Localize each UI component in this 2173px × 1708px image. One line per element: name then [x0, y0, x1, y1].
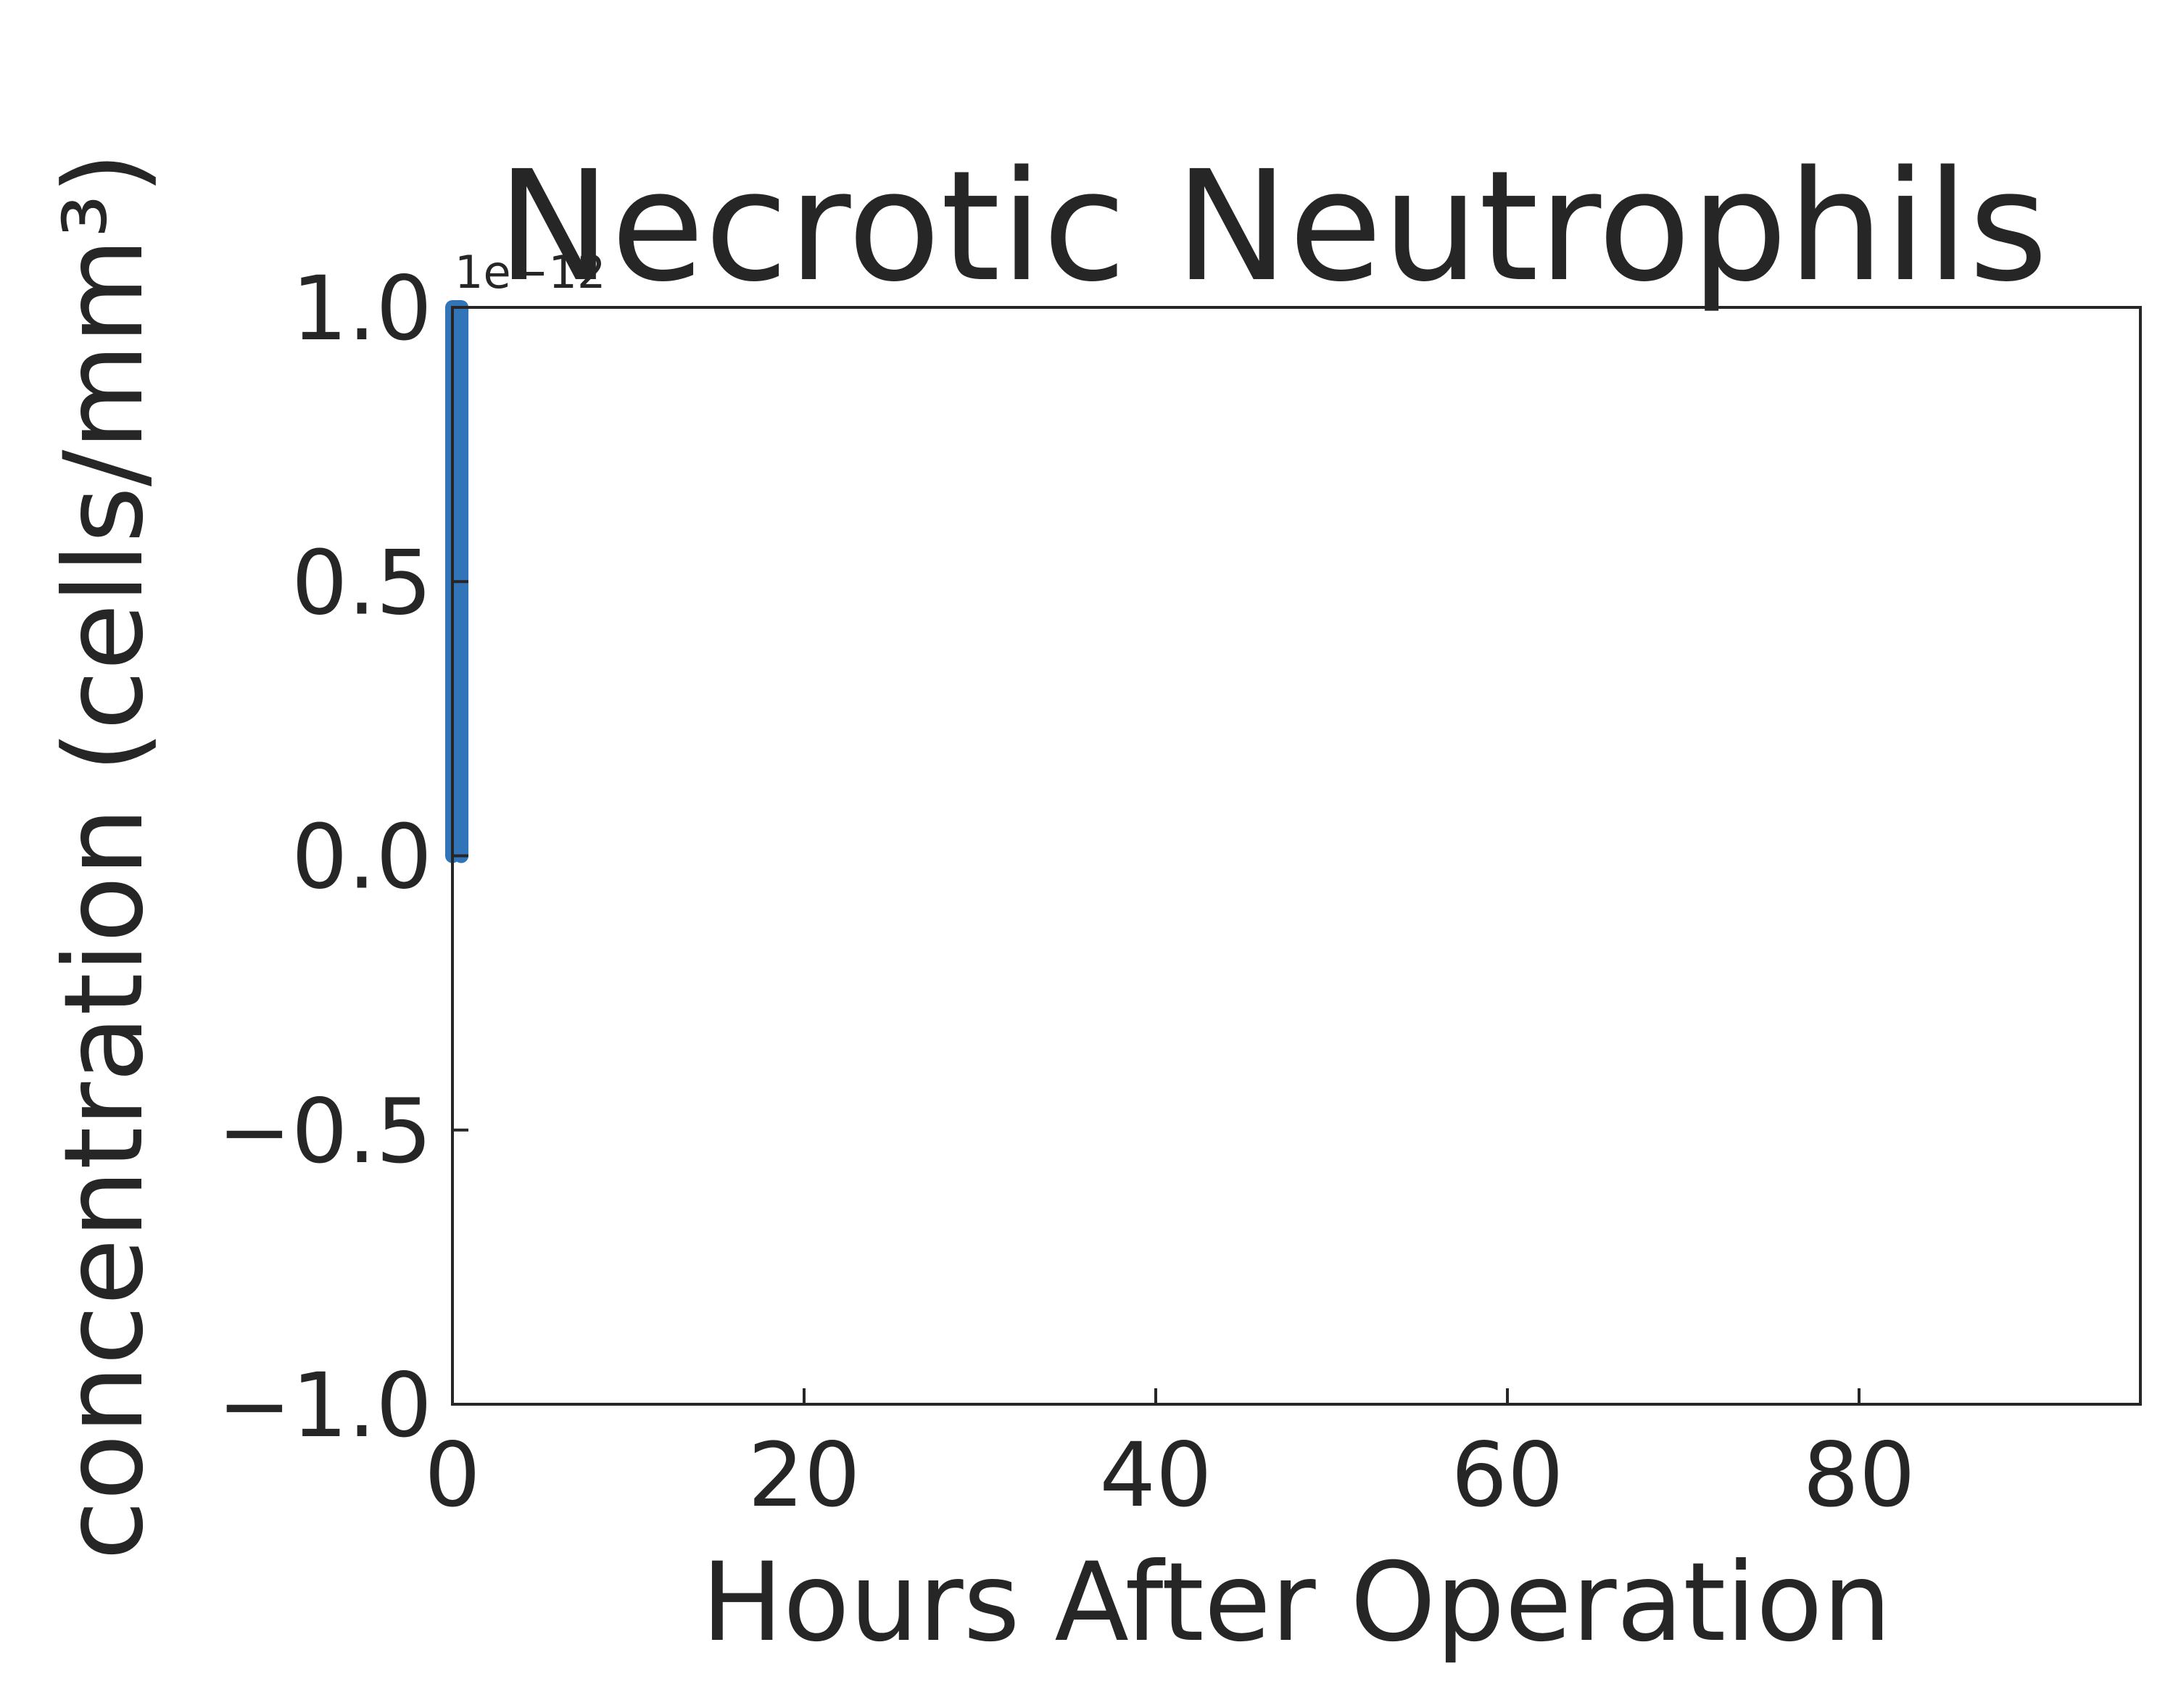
y-tick-label: 1.0	[291, 257, 432, 360]
y-axis-label: concentration (cells/mm³)	[41, 152, 167, 1561]
y-tick-label: −1.0	[218, 1354, 432, 1457]
y-offset-label: 1e−12	[455, 246, 605, 299]
chart-title: Necrotic Neutrophils	[497, 138, 2048, 315]
y-tick-label: 0.5	[291, 531, 432, 634]
x-axis-ticks: 0 20 40 60 80	[424, 1388, 1916, 1527]
x-tick-label: 0	[424, 1424, 481, 1527]
x-tick-label: 60	[1451, 1424, 1563, 1527]
x-tick-label: 80	[1802, 1424, 1915, 1527]
y-tick-label: 0.0	[291, 806, 432, 909]
x-tick-label: 20	[748, 1424, 860, 1527]
x-axis-label: Hours After Operation	[701, 1540, 1892, 1666]
y-tick-label: −0.5	[218, 1080, 432, 1183]
y-axis-ticks: −1.0 −0.5 0.0 0.5 1.0	[218, 257, 468, 1457]
x-tick-label: 40	[1099, 1424, 1212, 1527]
plot-frame	[451, 306, 2142, 1406]
